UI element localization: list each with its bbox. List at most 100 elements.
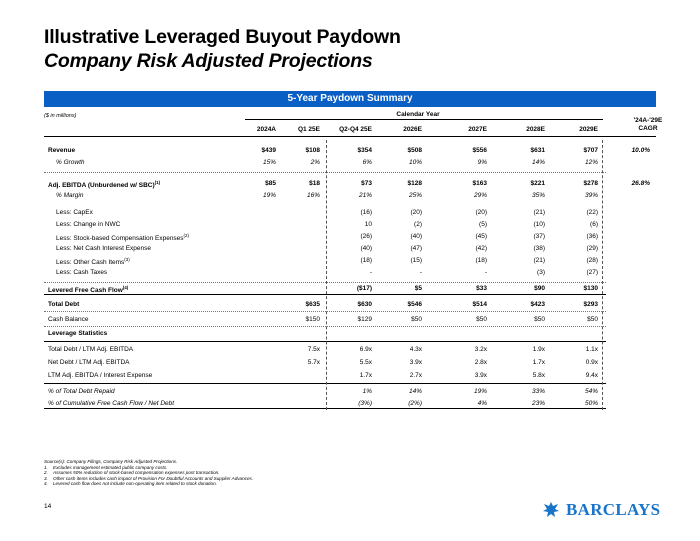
table-cell: (6)	[590, 221, 598, 228]
footnote-4: 4. Levered cash flow does not include non…	[44, 481, 253, 487]
table-cell: 9.4x	[585, 372, 598, 379]
table-cell: (21)	[533, 257, 545, 264]
footnote-ref: (1)	[154, 180, 161, 185]
row-label-text: Less: Other Cash Items	[56, 259, 125, 267]
row-separator	[44, 311, 606, 312]
table-cell: (45)	[475, 233, 487, 240]
table-cell: (38)	[533, 245, 545, 252]
table-cell: $163	[472, 180, 487, 187]
table-cell: $635	[305, 301, 320, 308]
row-label: Less: Cash Taxes	[56, 269, 107, 276]
footnote-source-text: Source(s): Company Filings, Company Risk…	[44, 459, 178, 464]
table-cell: $278	[583, 180, 598, 187]
table-cell: 29%	[473, 192, 487, 199]
table-cell: (26)	[360, 233, 372, 240]
row-label-text: % Growth	[56, 159, 85, 166]
table-cell: 5.5x	[359, 359, 372, 366]
table-cell: (5)	[479, 221, 487, 228]
row-label-text: % of Total Debt Repaid	[48, 388, 115, 395]
table-cell: 1.7x	[359, 372, 372, 379]
table-cell: 50%	[584, 400, 598, 407]
table-cell: $630	[357, 301, 372, 308]
footnote-2-text: Assumes 50% reduction of stock-based com…	[53, 470, 220, 475]
row-label: Revenue	[48, 147, 75, 154]
col-header-2029e: 2029E	[579, 126, 598, 133]
table-cell: 1%	[362, 388, 372, 395]
table-cell: 39%	[584, 192, 598, 199]
table-cell: 10	[364, 221, 372, 228]
footnotes: Source(s): Company Filings, Company Risk…	[44, 459, 253, 487]
table-cell: $73	[361, 180, 372, 187]
column-divider	[602, 140, 603, 410]
footnote-1-text: Excludes management estimated public com…	[53, 464, 168, 470]
table-cell: (20)	[410, 209, 422, 216]
table-cell: $90	[534, 285, 545, 292]
col-header-2027e: 2027E	[468, 126, 487, 133]
table-cell: 1.1x	[585, 346, 598, 353]
table-cell: (18)	[360, 257, 372, 264]
table-cell: $221	[530, 180, 545, 187]
row-label-text: LTM Adj. EBITDA / Interest Expense	[48, 372, 153, 379]
row-separator	[44, 408, 606, 409]
table-cell: -	[369, 269, 372, 276]
table-cell: 3.9x	[409, 359, 422, 366]
table-cell: $354	[357, 147, 372, 154]
table-cell: 35%	[531, 192, 545, 199]
table-cell: 3.2x	[474, 346, 487, 353]
footnote-3-text: Other cash items includes cash impact of…	[53, 475, 254, 481]
table-cell: (22)	[586, 209, 598, 216]
column-divider	[326, 140, 327, 410]
table-cell: $18	[309, 180, 320, 187]
row-label-text: Total Debt	[48, 301, 80, 308]
row-label: Leverage Statistics	[48, 330, 107, 337]
table-cell: 19%	[262, 192, 276, 199]
table-cell: 2.7x	[409, 372, 422, 379]
table-cell: (3%)	[358, 400, 372, 407]
calendar-year-header: Calendar Year	[396, 111, 440, 118]
table-cell: 25%	[408, 192, 422, 199]
table-cell: 21%	[358, 192, 372, 199]
table-cell: -	[484, 269, 487, 276]
row-label-text: Revenue	[48, 147, 76, 154]
row-label-text: Adj. EBITDA (Unburdened w/ SBC)	[48, 182, 155, 190]
col-header-2028e: 2028E	[526, 126, 545, 133]
table-cell: $514	[472, 301, 487, 308]
table-cell: $508	[407, 147, 422, 154]
table-cell: -	[419, 269, 422, 276]
footnote-1-num: 1.	[44, 464, 48, 470]
row-label-text: % of Cumulative Free Cash Flow / Net Deb…	[48, 400, 175, 407]
footnote-ref: (2)	[183, 233, 190, 238]
row-label-text: % Margin	[56, 192, 84, 199]
row-label: Less: CapEx	[56, 209, 93, 216]
cagr-header: '24A-'29E CAGR	[628, 117, 668, 133]
table-cell: (42)	[475, 245, 487, 252]
barclays-eagle-icon	[543, 502, 559, 517]
row-label: % of Cumulative Free Cash Flow / Net Deb…	[48, 400, 174, 407]
footnote-source: Source(s): Company Filings, Company Risk…	[44, 459, 253, 465]
table-cell: (21)	[533, 209, 545, 216]
col-header-2024a: 2024A	[256, 126, 276, 133]
row-label: % of Total Debt Repaid	[48, 388, 115, 395]
table-cell: $85	[265, 180, 276, 187]
row-label-text: Less: Stock-based Compensation Expenses	[56, 235, 184, 243]
table-cell: 5.8x	[532, 372, 545, 379]
table-cell: $546	[407, 301, 422, 308]
table-cell: 4%	[477, 400, 487, 407]
table-cell: (37)	[533, 233, 545, 240]
table-cell: (20)	[475, 209, 487, 216]
table-cell: 2.8x	[474, 359, 487, 366]
table-cell: 1.7x	[532, 359, 545, 366]
footnote-2: 2. Assumes 50% reduction of stock-based c…	[44, 470, 253, 476]
row-label-text: Less: Net Cash Interest Expense	[56, 245, 152, 252]
row-label: Adj. EBITDA (Unburdened w/ SBC)(1)	[48, 180, 160, 189]
row-label: Total Debt / LTM Adj. EBITDA	[48, 346, 133, 353]
footnote-3-num: 3.	[44, 475, 48, 481]
table-cell: $50	[587, 316, 598, 323]
table-cell: 15%	[262, 159, 276, 166]
table-cell: 6.9x	[359, 346, 372, 353]
table-cell: $129	[357, 316, 372, 323]
table-cell: 5.7x	[307, 359, 320, 366]
table-cell: $423	[530, 301, 545, 308]
table-cell: 10%	[408, 159, 422, 166]
row-label: Less: Stock-based Compensation Expenses(…	[56, 233, 189, 242]
